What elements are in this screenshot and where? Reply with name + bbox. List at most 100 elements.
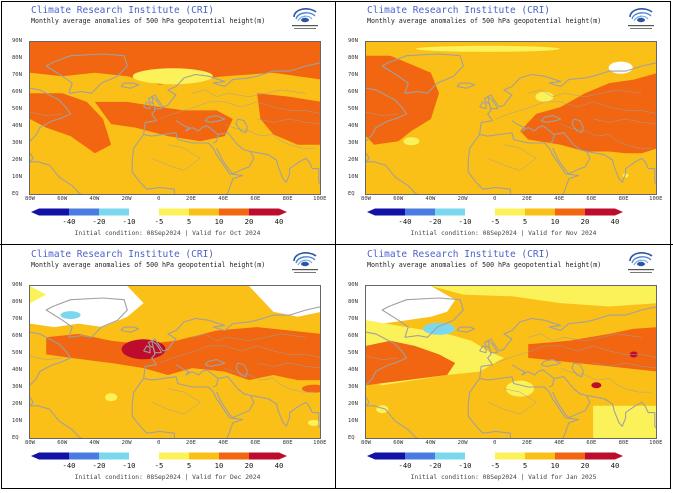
- border: [30, 111, 63, 116]
- coastline: [571, 118, 584, 134]
- lon-tick-label: 80E: [282, 196, 293, 202]
- lon-tick-label: 80W: [361, 440, 371, 446]
- lat-tick-label: 50N: [12, 106, 22, 112]
- border: [593, 118, 656, 125]
- anomaly-5-scandinavia: [132, 68, 213, 85]
- coastline: [143, 345, 151, 354]
- coastline: [30, 396, 82, 438]
- borders: [30, 333, 320, 415]
- cri-logo-icon: [628, 8, 654, 29]
- coastline: [250, 150, 320, 185]
- panel-subtitle: Monthly average anomalies of 500 hPa geo…: [367, 17, 602, 25]
- colorbar-label: 10: [214, 217, 224, 226]
- colorbar-label: -10: [122, 217, 136, 226]
- colorbar-segment: [249, 452, 279, 460]
- lon-tick-label: 80E: [618, 196, 629, 202]
- lon-tick-label: 80W: [25, 196, 35, 202]
- lat-tick-label: 80N: [348, 55, 358, 61]
- colorbar-segment: [69, 208, 99, 216]
- colorbar: [367, 208, 623, 216]
- lon-tick-label: 20W: [121, 196, 132, 202]
- lat-tick-label: 80N: [348, 299, 358, 305]
- lon-tick-label: 100E: [313, 196, 327, 202]
- coastline: [45, 297, 128, 338]
- colorbar-segment: [219, 452, 249, 460]
- border: [495, 101, 656, 120]
- border: [30, 355, 63, 360]
- lat-tick-label: 10N: [348, 174, 358, 180]
- border: [366, 355, 399, 360]
- lon-tick-label: 0: [493, 440, 497, 446]
- lat-tick-label: 60N: [348, 89, 358, 95]
- coastline: [511, 364, 555, 388]
- cri-logo-icon: [292, 8, 318, 29]
- coastline: [366, 87, 408, 142]
- coastline: [131, 134, 175, 194]
- lat-tick-label: 70N: [348, 72, 358, 78]
- colorbar-end-right: [279, 208, 287, 216]
- borders: [366, 89, 656, 171]
- lat-tick-label: 90N: [348, 38, 358, 44]
- coastline: [143, 101, 151, 110]
- lon-tick-label: 20W: [121, 440, 132, 446]
- colorbar-label: 10: [214, 461, 224, 470]
- border: [224, 367, 316, 393]
- coastline: [483, 96, 498, 110]
- cri-logo-icon: [628, 252, 654, 273]
- lat-tick-label: 80N: [12, 55, 22, 61]
- lon-tick-label: 40W: [89, 196, 100, 202]
- lon-tick-label: 40W: [89, 440, 100, 446]
- border: [560, 367, 652, 393]
- cri-logo-icon: [292, 252, 318, 273]
- divider-vertical: [335, 2, 336, 488]
- borders: [30, 89, 320, 171]
- coastline: [586, 150, 656, 185]
- coastline: [45, 53, 128, 94]
- colorbar-segment: [495, 452, 525, 460]
- lat-tick-label: 30N: [348, 140, 358, 146]
- anomaly-neg10-greenland: [423, 322, 455, 335]
- colorbar-segment: [435, 208, 465, 216]
- colorbar-segment: [555, 208, 585, 216]
- anomaly-field: [366, 42, 656, 194]
- coastline: [216, 376, 255, 419]
- lon-tick-label: 80W: [25, 440, 35, 446]
- lat-tick-label: 50N: [348, 106, 358, 112]
- lon-tick-label: 20E: [186, 440, 196, 446]
- anomaly-5-atlantic: [403, 137, 420, 146]
- colorbar-segment: [189, 208, 219, 216]
- lat-tick-label: 40N: [12, 367, 22, 373]
- coastline: [250, 394, 320, 429]
- anomaly-5-corner: [30, 286, 47, 304]
- lon-tick-label: 0: [157, 440, 161, 446]
- border: [487, 144, 537, 171]
- lat-tick-label: 20N: [12, 157, 22, 163]
- anomaly-neutral-greenland: [30, 286, 144, 328]
- colorbar-segment: [465, 452, 495, 460]
- coastline: [511, 120, 555, 144]
- coastline: [456, 326, 476, 333]
- map-panel-dec: Climate Research Institute (CRI) Monthly…: [1, 246, 334, 487]
- colorbar-label: -40: [398, 217, 412, 226]
- border: [151, 144, 201, 171]
- colorbar-segment: [159, 452, 189, 460]
- colorbar-label: -40: [62, 461, 76, 470]
- colorbar-label: -5: [154, 461, 164, 470]
- coastline: [30, 87, 72, 142]
- border: [257, 362, 320, 369]
- colorbar-label: 20: [244, 461, 254, 470]
- lon-tick-label: 20W: [457, 196, 468, 202]
- lat-tick-label: 60N: [12, 333, 22, 339]
- coastline: [540, 115, 562, 123]
- coastlines: [366, 53, 656, 194]
- colorbar-label: 40: [274, 217, 284, 226]
- colorbar-label: -20: [92, 461, 106, 470]
- coastline: [175, 364, 219, 388]
- coastline: [467, 134, 511, 194]
- coastline: [175, 120, 219, 144]
- borders: [366, 333, 656, 415]
- lat-tick-label: 10N: [348, 418, 358, 424]
- colorbar-label: -5: [490, 461, 500, 470]
- lat-tick-label: 60N: [348, 333, 358, 339]
